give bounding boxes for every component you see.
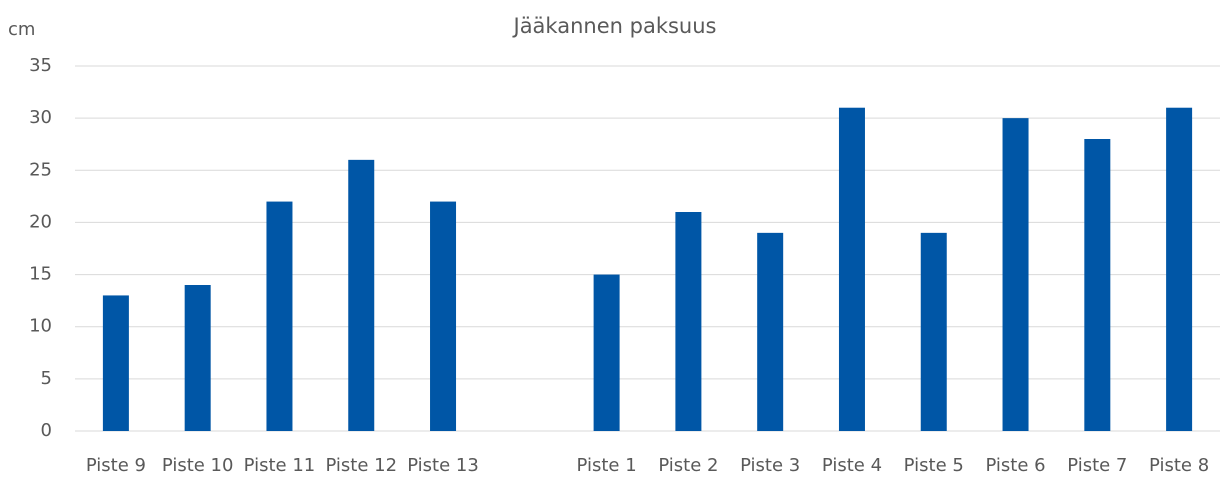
x-tick-label: Piste 6 <box>985 455 1045 476</box>
x-tick-label: Piste 3 <box>740 455 800 476</box>
x-tick-label: Piste 1 <box>577 455 637 476</box>
y-tick-label: 0 <box>41 420 52 441</box>
x-tick-label: Piste 4 <box>822 455 882 476</box>
x-tick-label: Piste 8 <box>1149 455 1209 476</box>
bar <box>430 201 457 431</box>
bar <box>920 232 947 431</box>
bar <box>1002 118 1029 432</box>
bar <box>838 107 865 431</box>
x-tick-label: Piste 11 <box>244 455 316 476</box>
bar <box>348 159 375 431</box>
chart-title: Jääkannen paksuus <box>512 14 717 38</box>
bar <box>675 212 702 431</box>
x-tick-label: Piste 5 <box>904 455 964 476</box>
bar <box>593 274 620 431</box>
y-tick-label: 5 <box>41 368 52 389</box>
x-tick-label: Piste 9 <box>86 455 146 476</box>
y-tick-label: 15 <box>29 264 52 285</box>
y-tick-label: 35 <box>29 55 52 76</box>
y-tick-label: 10 <box>29 316 52 337</box>
x-tick-label: Piste 10 <box>162 455 234 476</box>
x-tick-label: Piste 12 <box>325 455 397 476</box>
y-tick-label: 30 <box>29 107 52 128</box>
bar <box>184 285 211 431</box>
x-tick-label: Piste 13 <box>407 455 479 476</box>
bar <box>266 201 293 431</box>
bar <box>757 232 784 431</box>
y-tick-label: 25 <box>29 159 52 180</box>
bar <box>102 295 129 431</box>
x-tick-label: Piste 7 <box>1067 455 1127 476</box>
y-axis-label: cm <box>8 19 35 40</box>
bar <box>1166 107 1193 431</box>
x-tick-label: Piste 2 <box>658 455 718 476</box>
y-tick-label: 20 <box>29 211 52 232</box>
bar <box>1084 139 1111 431</box>
